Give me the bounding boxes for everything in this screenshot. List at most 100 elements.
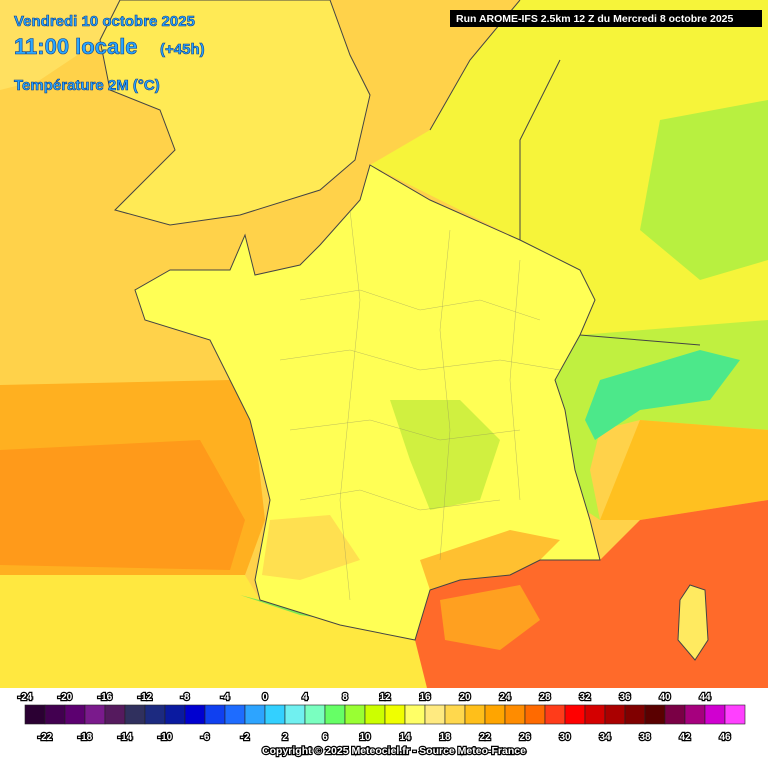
run-info: Run AROME-IFS 2.5km 12 Z du Mercredi 8 o… [456,13,734,25]
legend-label: 10 [359,732,371,743]
legend-swatch [324,704,346,725]
great-britain [100,0,370,225]
forecast-time: 11:00 locale [14,34,138,59]
parameter-name: Température 2M (°C) [14,77,160,94]
alps-high [585,350,740,440]
legend-label: 12 [379,692,391,703]
legend-label: 36 [619,692,631,703]
italy-north [600,420,768,520]
copyright: Copyright © 2025 Meteociel.fr - Source M… [262,745,526,757]
legend-swatch [424,704,446,725]
legend-swatch [304,704,326,725]
legend-swatch [524,704,546,725]
legend-label: -24 [18,692,33,703]
legend-label: 16 [419,692,431,703]
provence [420,530,560,590]
legend-label: -14 [118,732,133,743]
legend-label: 14 [399,732,411,743]
uk-coast [99,0,371,226]
legend-label: 0 [262,692,268,703]
legend-label: -18 [78,732,93,743]
forecast-lead: (+45h) [160,41,205,58]
atlantic-warm [0,440,245,570]
france [135,165,600,640]
corsica [677,584,709,661]
legend-label: 18 [439,732,451,743]
legend-label: -16 [98,692,113,703]
legend-swatch [704,704,726,725]
legend-swatch [404,704,426,725]
legend-swatch [364,704,386,725]
department-lines [279,209,561,601]
mediterranean [415,500,768,700]
legend-swatch [544,704,566,725]
legend-swatch [184,704,206,725]
legend: -24-22-20-18-16-14-12-10-8-6-4-202468101… [17,691,746,744]
legend-swatch [224,704,246,725]
legend-swatch [624,704,646,725]
aquitaine [262,515,360,580]
legend-swatch [204,704,226,725]
gulf-of-lion [440,585,540,650]
legend-label: -8 [181,692,190,703]
legend-swatch [44,704,66,725]
legend-swatch [124,704,146,725]
legend-swatch [724,704,746,725]
legend-label: 44 [699,692,711,703]
legend-swatch [264,704,286,725]
legend-swatch [84,704,106,725]
legend-label: 22 [479,732,491,743]
legend-swatch [164,704,186,725]
run-box [450,10,762,27]
legend-label: 4 [302,692,308,703]
ireland-sea [0,0,120,90]
legend-label: -12 [138,692,153,703]
legend-swatch [664,704,686,725]
legend-label: 26 [519,732,531,743]
legend-panel [0,688,768,768]
legend-label: 34 [599,732,611,743]
legend-swatch [644,704,666,725]
legend-label: 46 [719,732,731,743]
legend-swatch [384,704,406,725]
legend-swatch [444,704,466,725]
legend-label: -4 [221,692,230,703]
legend-swatch [284,704,306,725]
legend-swatch [144,704,166,725]
france-border [134,164,601,641]
legend-label: 8 [342,692,348,703]
legend-label: 6 [322,732,328,743]
legend-swatch [244,704,266,725]
legend-label: -20 [58,692,73,703]
legend-label: -22 [38,732,53,743]
legend-label: 28 [539,692,551,703]
legend-swatch [464,704,486,725]
legend-swatch [584,704,606,725]
forecast-date: Vendredi 10 octobre 2025 [14,13,195,30]
legend-label: 38 [639,732,651,743]
legend-swatch [684,704,706,725]
legend-label: -6 [201,732,210,743]
legend-label: 24 [499,692,511,703]
legend-swatch [604,704,626,725]
spain [0,575,430,700]
central-europe [370,0,768,340]
legend-swatch [504,704,526,725]
legend-label: 2 [282,732,288,743]
legend-label: 40 [659,692,671,703]
legend-label: -10 [158,732,173,743]
legend-swatch [484,704,506,725]
legend-swatch [64,704,86,725]
legend-label: 30 [559,732,571,743]
legend-label: 20 [459,692,471,703]
legend-label: 42 [679,732,691,743]
legend-label: -2 [241,732,250,743]
legend-label: 32 [579,692,591,703]
legend-swatch [344,704,366,725]
legend-swatch [564,704,586,725]
germany-cool [640,100,768,280]
legend-swatch [104,704,126,725]
legend-swatch [24,704,46,725]
massif-central [390,400,500,510]
